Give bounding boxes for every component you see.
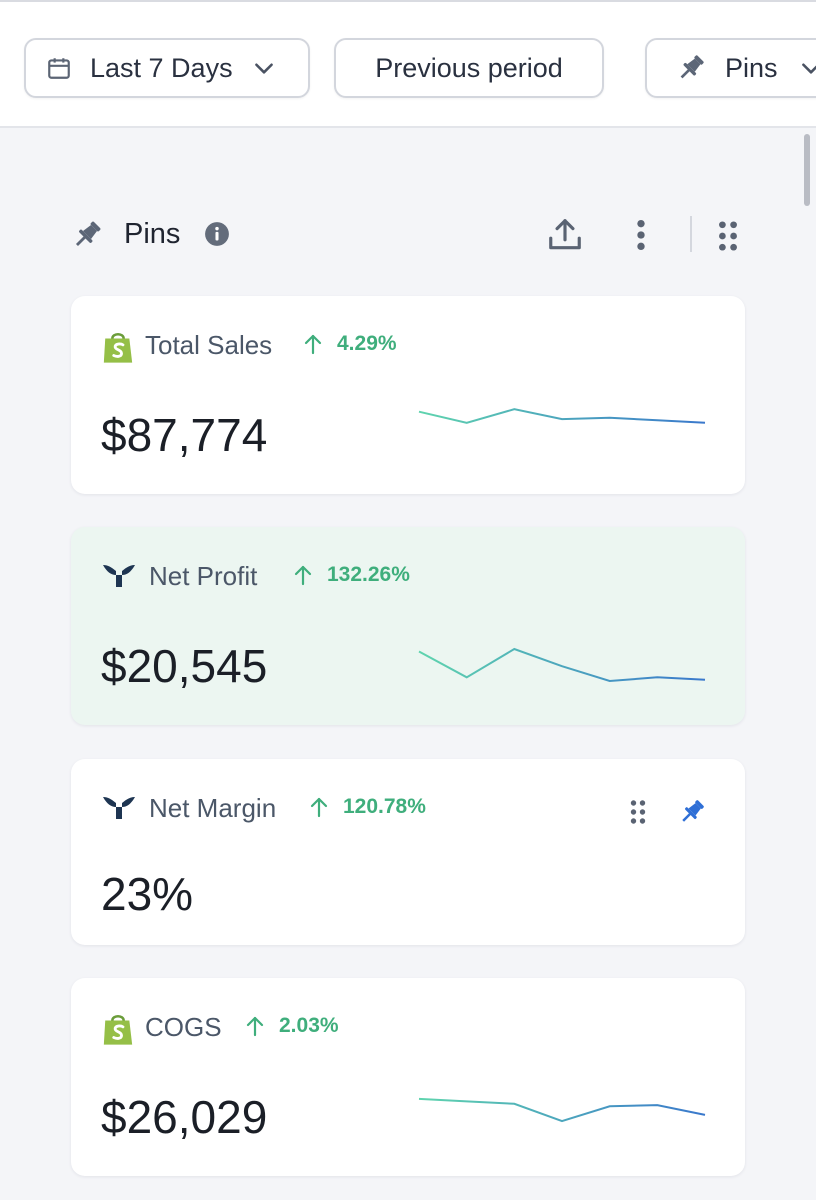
filter-toolbar: Last 7 Days Previous period Pins [0, 0, 816, 128]
sparkline-series [418, 408, 706, 424]
metric-change-value: 120.78% [343, 795, 426, 818]
shopify-icon [103, 332, 133, 363]
metric-change-value: 4.29% [337, 332, 397, 355]
pins-dropdown-label: Pins [725, 52, 778, 83]
metric-change: 120.78% [309, 795, 426, 819]
date-range-dropdown[interactable]: Last 7 Days [24, 38, 310, 98]
metric-change: 132.26% [293, 563, 410, 587]
arrow-up-icon [246, 1016, 264, 1037]
calendar-icon [48, 58, 70, 79]
arrow-up-icon [310, 797, 328, 818]
metric-value: 23% [101, 868, 194, 920]
compare-period-button[interactable]: Previous period [334, 38, 604, 98]
metric-name: Net Margin [149, 793, 277, 823]
metric-value: $20,545 [101, 640, 268, 692]
chevron-down-icon [254, 63, 273, 74]
pins-section-header: Pins [70, 210, 746, 262]
drag-handle-icon[interactable] [629, 799, 647, 825]
metric-change-value: 132.26% [327, 563, 410, 586]
arrow-up-icon [304, 334, 322, 355]
sparkline [418, 1097, 706, 1123]
sparkline-series [418, 647, 706, 683]
compare-period-label: Previous period [375, 52, 563, 83]
date-range-label: Last 7 Days [90, 52, 233, 83]
share-icon[interactable] [546, 216, 584, 254]
sparkline [418, 408, 706, 424]
metric-card-net-profit[interactable]: Net Profit 132.26% $20,545 [71, 527, 745, 725]
scrollbar-thumb[interactable] [804, 134, 810, 206]
metric-card-cogs[interactable]: COGS 2.03% $26,029 [71, 978, 745, 1176]
arrow-up-icon [294, 565, 312, 586]
metric-name: Total Sales [145, 330, 273, 360]
metric-change: 4.29% [303, 332, 397, 356]
unpin-icon[interactable] [677, 797, 707, 827]
metric-value: $87,774 [101, 409, 268, 461]
metric-name: COGS [145, 1012, 222, 1042]
sparkline-series [418, 1097, 706, 1123]
metric-change: 2.03% [245, 1014, 339, 1038]
metric-name: Net Profit [149, 561, 258, 591]
chevron-down-icon [801, 63, 816, 74]
metric-card-net-margin[interactable]: Net Margin 120.78% 23% [71, 759, 745, 945]
triple-whale-icon [103, 565, 135, 587]
shopify-icon [103, 1014, 133, 1045]
metric-value: $26,029 [101, 1091, 268, 1143]
pins-dropdown[interactable]: Pins [645, 38, 816, 98]
info-icon[interactable] [204, 221, 230, 247]
metric-change-value: 2.03% [279, 1014, 339, 1037]
metric-card-total-sales[interactable]: Total Sales 4.29% $87,774 [71, 296, 745, 494]
pin-icon [680, 55, 704, 79]
sparkline [418, 647, 706, 683]
drag-handle-icon[interactable] [716, 220, 740, 252]
section-title: Pins [124, 218, 181, 250]
header-divider [690, 216, 692, 252]
pin-icon [75, 221, 101, 247]
more-vertical-icon[interactable] [632, 218, 650, 252]
triple-whale-icon [103, 797, 135, 819]
